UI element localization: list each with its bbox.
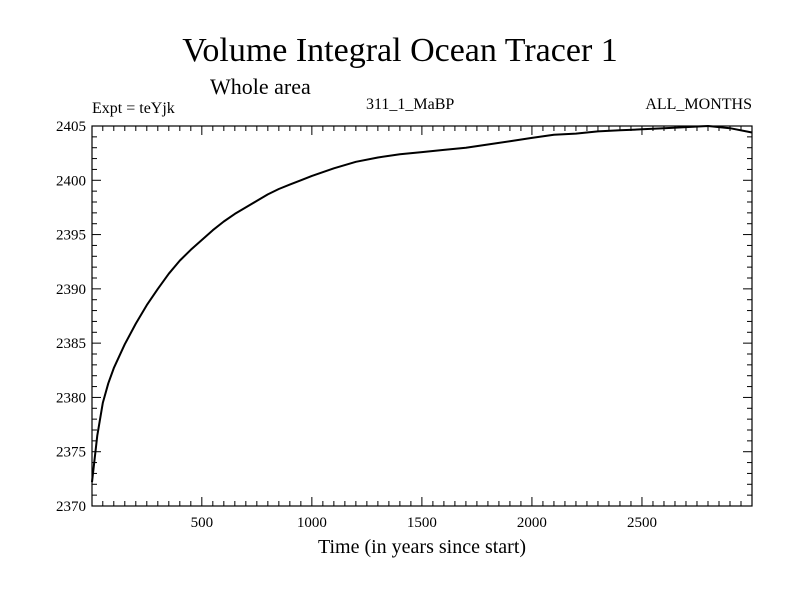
y-tick-label: 2370: [56, 499, 86, 515]
x-tick-label: 1500: [407, 515, 437, 531]
axis-ticks: [92, 126, 752, 506]
plot-frame: [91, 125, 753, 507]
y-tick-label: 2400: [56, 173, 86, 189]
y-tick-label: 2375: [56, 445, 86, 461]
x-tick-label: 500: [191, 515, 214, 531]
x-tick-label: 2500: [627, 515, 657, 531]
y-tick-label: 2385: [56, 336, 86, 352]
y-tick-label: 2380: [56, 390, 86, 406]
run-id-label: 311_1_MaBP: [366, 96, 455, 113]
y-tick-label: 2390: [56, 282, 86, 298]
y-tick-label: 2405: [56, 119, 86, 135]
series-line: [91, 125, 753, 483]
y-tick-label: 2395: [56, 228, 86, 244]
experiment-label: Expt = teYjk: [92, 100, 175, 117]
months-label: ALL_MONTHS: [645, 96, 752, 113]
chart-subtitle: Whole area: [210, 74, 311, 99]
x-axis-label: Time (in years since start): [317, 536, 527, 558]
chart-title: Volume Integral Ocean Tracer 1: [182, 32, 618, 69]
x-tick-label: 1000: [297, 515, 327, 531]
x-tick-label: 2000: [517, 515, 547, 531]
axis-tick-labels: 500 1000 1500 2000 2500 2370 2375 2380 2385 2390 2…: [56, 119, 657, 531]
